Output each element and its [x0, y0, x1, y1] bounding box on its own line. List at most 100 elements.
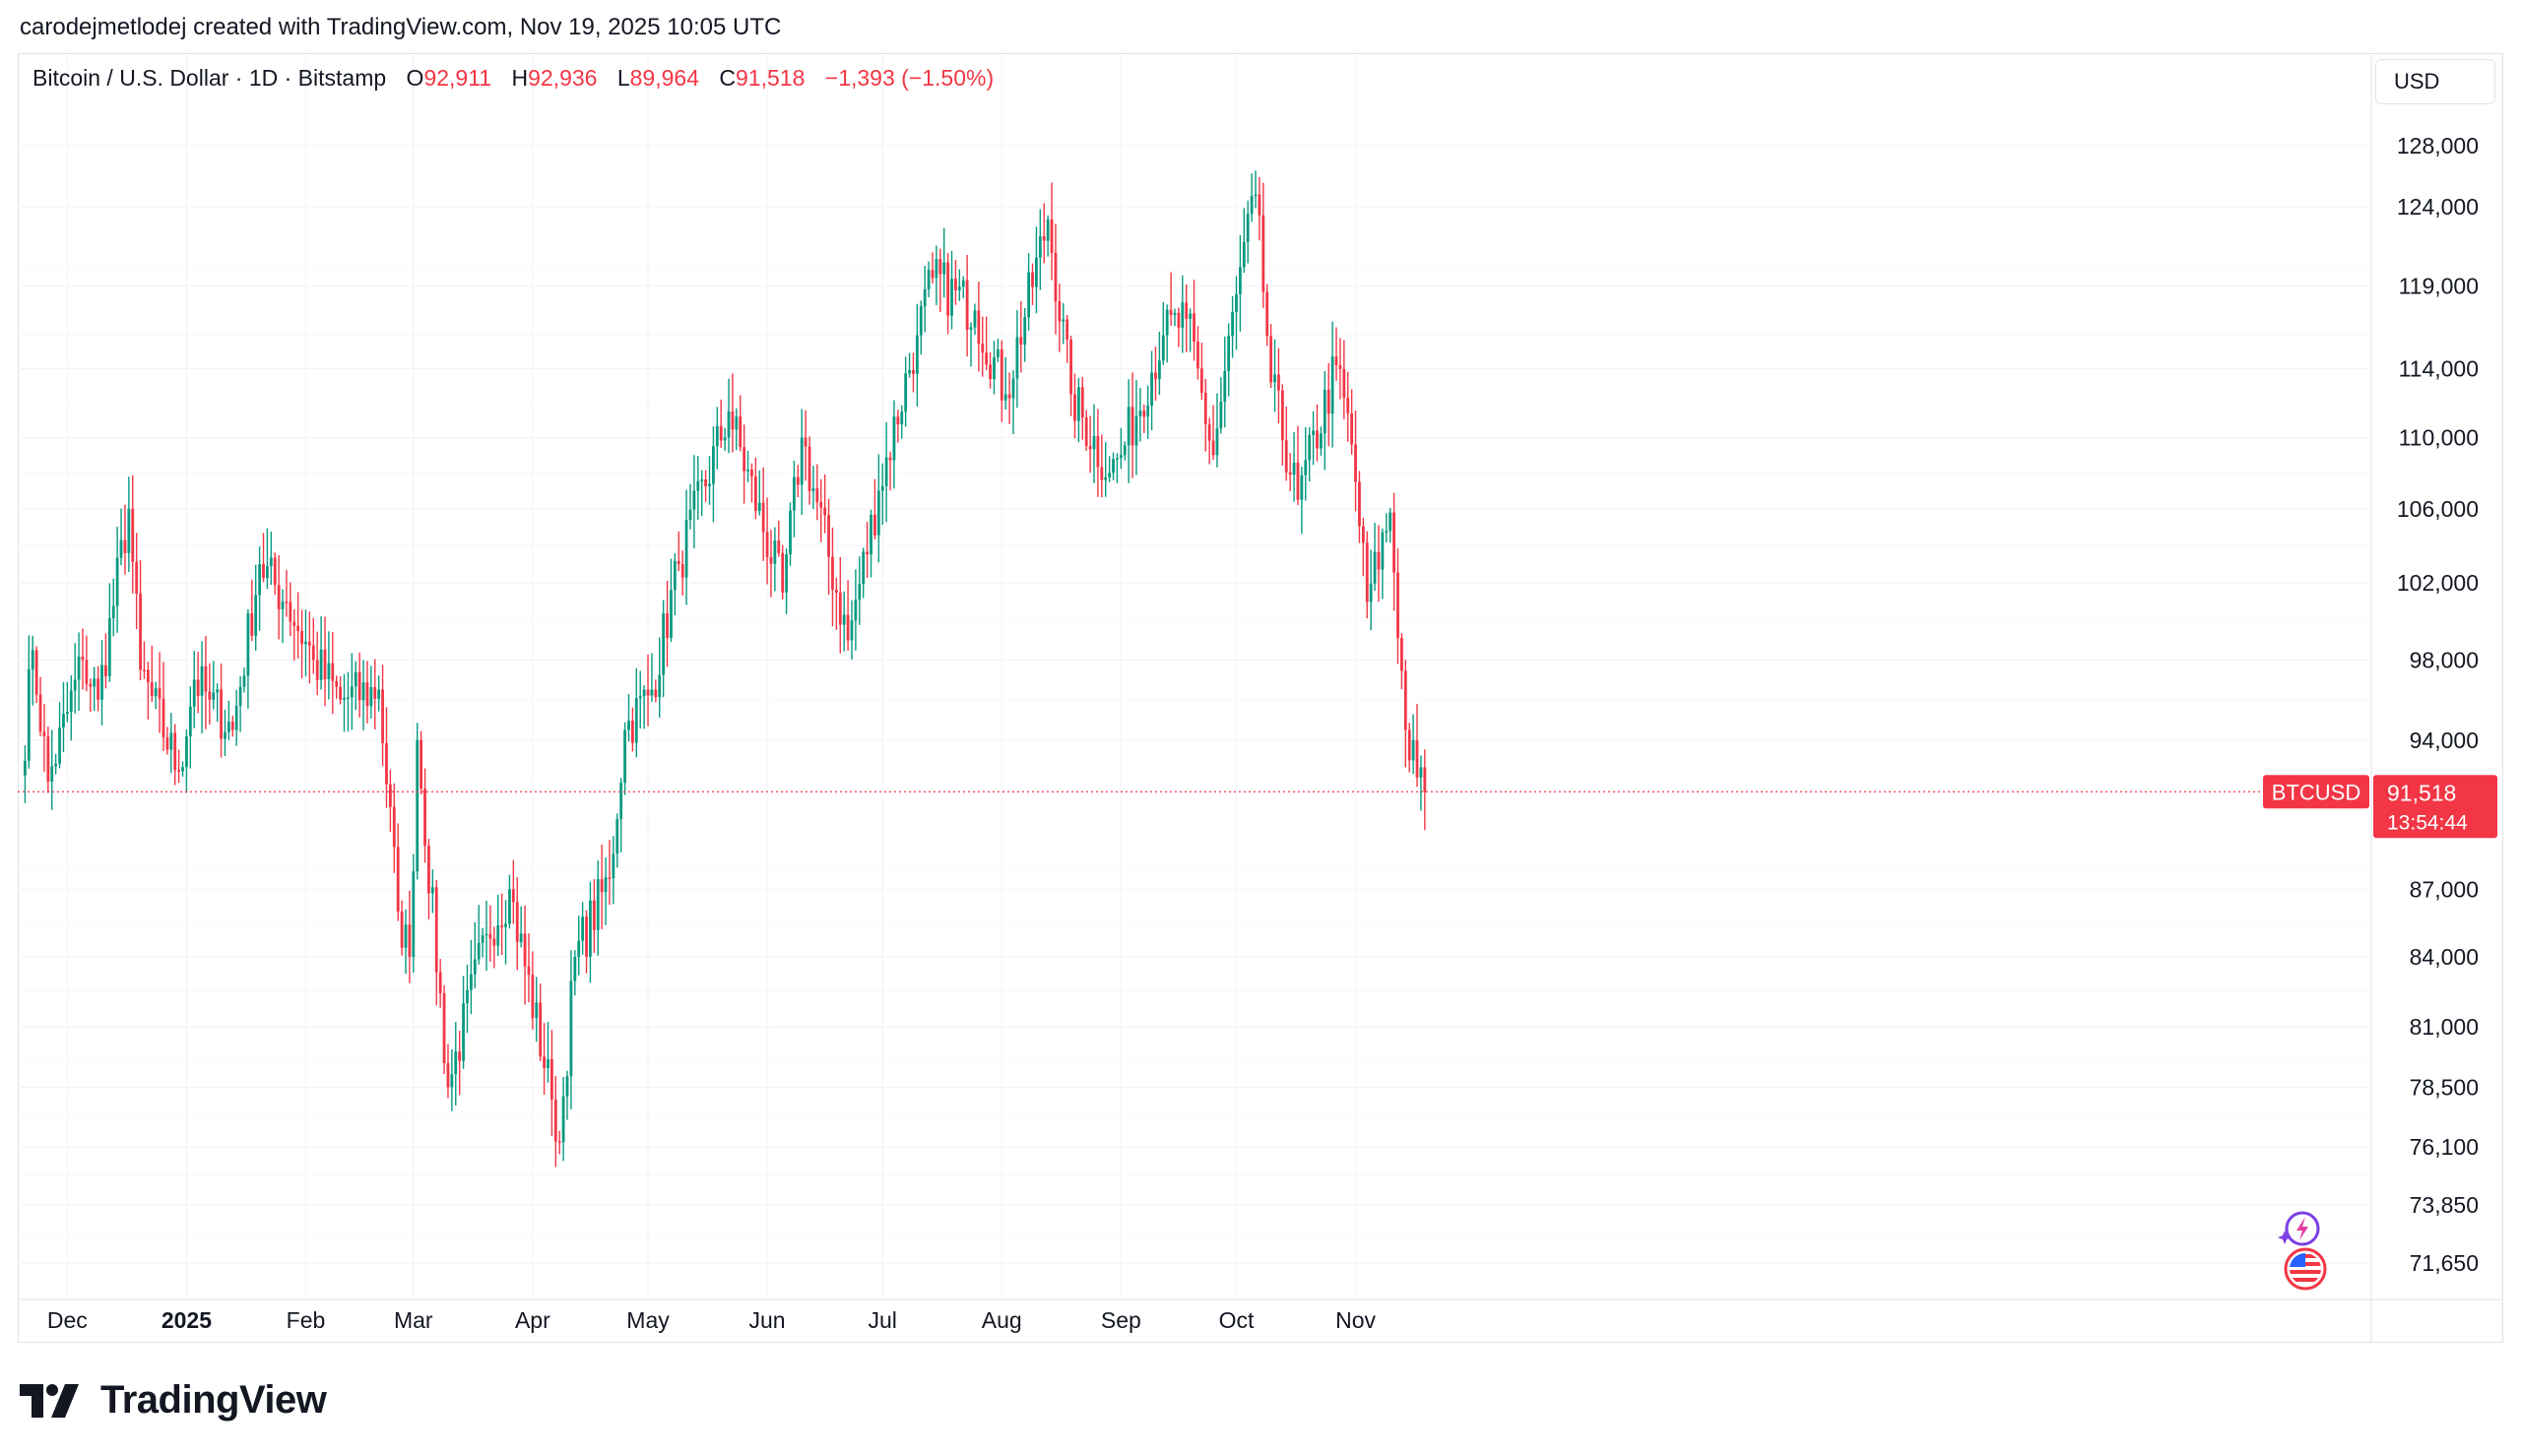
candle [1389, 507, 1392, 543]
candle [135, 533, 139, 630]
candle [569, 950, 573, 1110]
x-tick-label: Jul [869, 1307, 897, 1333]
candle [646, 654, 650, 727]
candle-body [615, 819, 619, 855]
candle-body [977, 310, 981, 345]
candle-body [623, 729, 626, 784]
candle-body [1312, 430, 1315, 435]
candle [281, 589, 285, 644]
candle [765, 497, 769, 585]
candle-body [777, 540, 781, 553]
candle [226, 700, 230, 740]
y-tick-label: 76,100 [2410, 1134, 2479, 1160]
candle [547, 1022, 549, 1083]
symbol-name[interactable]: Bitcoin / U.S. Dollar · 1D · Bitstamp [32, 65, 387, 91]
candle [1173, 308, 1177, 327]
candle-body [281, 601, 285, 609]
candle-body [150, 682, 154, 697]
candle [1207, 417, 1211, 465]
candle-body [630, 721, 634, 743]
candle [908, 352, 911, 378]
candle-body [446, 1062, 450, 1088]
candle-body [1254, 194, 1258, 197]
candle-body [965, 280, 969, 330]
candle [458, 1031, 462, 1096]
candle [1346, 371, 1350, 442]
candle [731, 373, 735, 453]
candle [585, 910, 588, 974]
candle [462, 976, 465, 1069]
high-value: 92,936 [528, 65, 598, 91]
candle [1423, 749, 1427, 831]
candle-body [547, 1059, 549, 1068]
candle [285, 569, 289, 617]
price-badge-value: 91,518 [2387, 780, 2456, 805]
candle [1185, 284, 1189, 352]
candle [946, 252, 950, 335]
candle-body [719, 425, 723, 441]
candle [1027, 253, 1031, 331]
candle-body [400, 911, 404, 948]
candle [1050, 182, 1054, 281]
candle [815, 464, 819, 521]
candle-body [612, 854, 615, 879]
candle [642, 685, 646, 729]
candle [1381, 528, 1385, 600]
candle [1326, 362, 1330, 447]
candle [539, 983, 543, 1061]
candle [1238, 234, 1242, 332]
candle [165, 727, 169, 755]
candle [1000, 340, 1003, 422]
candle [111, 578, 115, 637]
candle-body [608, 877, 612, 879]
candle [615, 813, 619, 868]
candle [873, 478, 876, 539]
candle [680, 550, 684, 596]
tradingview-logo[interactable]: TradingView [20, 1378, 327, 1423]
candle-body [523, 933, 527, 967]
candle-body [842, 614, 846, 625]
sparkle-lightning-icon[interactable] [2275, 1201, 2330, 1256]
candle [46, 727, 50, 793]
candle [1304, 427, 1308, 501]
currency-selector-button[interactable]: USD [2375, 59, 2495, 104]
candle [1146, 385, 1150, 439]
candle-body [773, 540, 777, 564]
candle-body [292, 621, 296, 626]
candle-body [789, 510, 792, 555]
candle-body [93, 678, 97, 687]
candle [561, 1077, 565, 1162]
candle [1354, 410, 1357, 512]
candle-body [230, 722, 234, 730]
candle [634, 667, 638, 758]
candle [496, 894, 500, 957]
chart-pane[interactable] [18, 53, 2503, 1343]
candle [757, 470, 761, 516]
candle-body [1373, 551, 1377, 584]
candle-body [1304, 460, 1308, 475]
candle [981, 316, 985, 377]
candle [915, 303, 919, 407]
candle-body [739, 416, 743, 448]
us-flag-icon[interactable] [2281, 1246, 2330, 1292]
candle-body [50, 766, 54, 782]
candle [185, 728, 188, 793]
candle [250, 579, 254, 642]
candle-body [596, 879, 600, 930]
candle [1211, 405, 1215, 460]
candle-body [77, 656, 81, 680]
candle [931, 252, 935, 284]
candle [104, 633, 107, 689]
candle-body [27, 668, 31, 761]
candle-body [1119, 455, 1123, 459]
candle [24, 745, 27, 803]
candle-body [1096, 435, 1100, 468]
candle-body [1207, 424, 1211, 441]
candle-body [627, 721, 630, 730]
candle [692, 455, 696, 549]
candle [838, 556, 842, 654]
candle [796, 465, 800, 498]
candle-body [600, 879, 604, 893]
candle [831, 527, 834, 627]
